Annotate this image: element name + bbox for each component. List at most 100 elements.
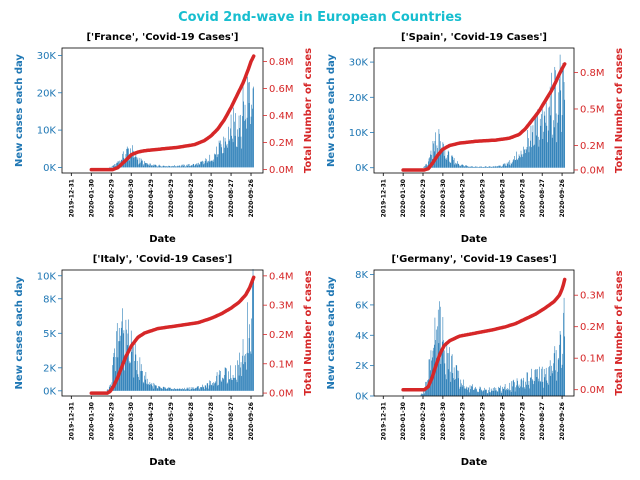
daily-cases-bar (420, 394, 422, 396)
daily-cases-bar (440, 363, 442, 396)
daily-cases-bar (128, 319, 129, 391)
daily-cases-bar (430, 154, 431, 168)
daily-cases-bar (112, 165, 113, 168)
daily-cases-bar (126, 329, 127, 391)
daily-cases-bar (115, 164, 117, 168)
daily-cases-bar (543, 131, 544, 168)
daily-cases-bar (156, 166, 158, 168)
x-tick-label: 2020-08-27 (539, 179, 546, 217)
daily-cases-bar (510, 165, 511, 168)
daily-cases-bar (467, 165, 468, 168)
daily-cases-bar (204, 385, 206, 391)
daily-cases-bar (232, 380, 233, 391)
daily-cases-bar (515, 159, 517, 168)
daily-cases-bar (517, 160, 518, 168)
daily-cases-bar (162, 165, 164, 168)
daily-cases-bar (239, 127, 240, 168)
daily-cases-bar (550, 115, 552, 168)
daily-cases-bar (562, 353, 564, 396)
daily-cases-bar (533, 144, 535, 168)
daily-cases-bar (231, 379, 233, 391)
daily-cases-bar (210, 161, 211, 168)
y2-tick-label: 0.3M (580, 291, 605, 302)
daily-cases-bar (140, 364, 142, 391)
daily-cases-bar (553, 120, 554, 168)
daily-cases-bar (253, 277, 254, 391)
daily-cases-bar (220, 144, 222, 168)
daily-cases-bar (142, 370, 143, 391)
daily-cases-bar (563, 297, 565, 396)
daily-cases-bar (525, 381, 526, 396)
daily-cases-bar (537, 109, 538, 168)
y-axis-label: New cases each day (326, 54, 337, 167)
daily-cases-bar (226, 143, 228, 168)
daily-cases-bar (523, 146, 524, 168)
y2-tick-label: 0.0M (269, 165, 294, 176)
daily-cases-bar (167, 387, 169, 391)
daily-cases-bar (498, 388, 500, 396)
daily-cases-bar (516, 158, 518, 168)
y-tick-label: 8K (355, 270, 368, 281)
daily-cases-bar (457, 378, 459, 396)
daily-cases-bar (447, 150, 449, 168)
daily-cases-bar (551, 373, 553, 396)
daily-cases-bar (159, 386, 161, 391)
daily-cases-bar (464, 388, 466, 396)
daily-cases-bar (441, 347, 442, 396)
daily-cases-bar (535, 135, 537, 168)
daily-cases-bar (536, 376, 538, 396)
daily-cases-bar (134, 156, 136, 168)
daily-cases-bar (524, 388, 526, 396)
daily-cases-bar (530, 377, 532, 396)
daily-cases-bar (244, 120, 245, 168)
daily-cases-bar (148, 164, 149, 168)
daily-cases-bar (207, 383, 209, 391)
daily-cases-bar (148, 383, 149, 391)
daily-cases-bar (250, 124, 251, 168)
daily-cases-bar (216, 146, 217, 168)
daily-cases-bar (209, 380, 211, 391)
daily-cases-bar (115, 357, 117, 391)
daily-cases-bar (449, 347, 450, 396)
y2-tick-label: 0.5M (580, 104, 605, 115)
daily-cases-bar (184, 164, 185, 168)
daily-cases-bar (428, 359, 430, 396)
daily-cases-bar (514, 156, 515, 168)
daily-cases-bar (182, 164, 183, 168)
daily-cases-bar (158, 386, 159, 391)
daily-cases-bar (530, 140, 531, 168)
daily-cases-bar (478, 166, 479, 168)
daily-cases-bar (455, 365, 457, 396)
y-tick-label: 5K (43, 329, 56, 340)
daily-cases-bar (500, 166, 502, 168)
daily-cases-bar (130, 154, 132, 168)
daily-cases-bar (192, 163, 194, 168)
daily-cases-bar (142, 160, 143, 168)
daily-cases-bar (563, 66, 564, 168)
daily-cases-bar (136, 370, 137, 391)
daily-cases-bar (174, 166, 176, 168)
daily-cases-bar (207, 161, 209, 168)
daily-cases-bar (189, 166, 191, 168)
daily-cases-bar (224, 147, 225, 168)
daily-cases-bar (227, 147, 229, 168)
daily-cases-bar (481, 166, 483, 168)
daily-cases-bar (561, 364, 563, 396)
daily-cases-bar (136, 159, 138, 168)
daily-cases-bar (132, 344, 134, 391)
daily-cases-bar (246, 117, 248, 168)
daily-cases-bar (252, 88, 254, 168)
daily-cases-bar (475, 386, 476, 396)
daily-cases-bar (210, 160, 212, 168)
daily-cases-bar (508, 161, 509, 168)
daily-cases-bar (194, 389, 195, 391)
daily-cases-bar (158, 165, 159, 168)
daily-cases-bar (479, 386, 481, 396)
daily-cases-bar (556, 380, 558, 396)
daily-cases-bar (127, 333, 129, 391)
daily-cases-bar (200, 387, 201, 391)
axes-frame (373, 47, 575, 174)
daily-cases-bar (535, 114, 536, 168)
x-tick-label: 2020-07-28 (519, 179, 526, 217)
daily-cases-bar (222, 153, 223, 168)
